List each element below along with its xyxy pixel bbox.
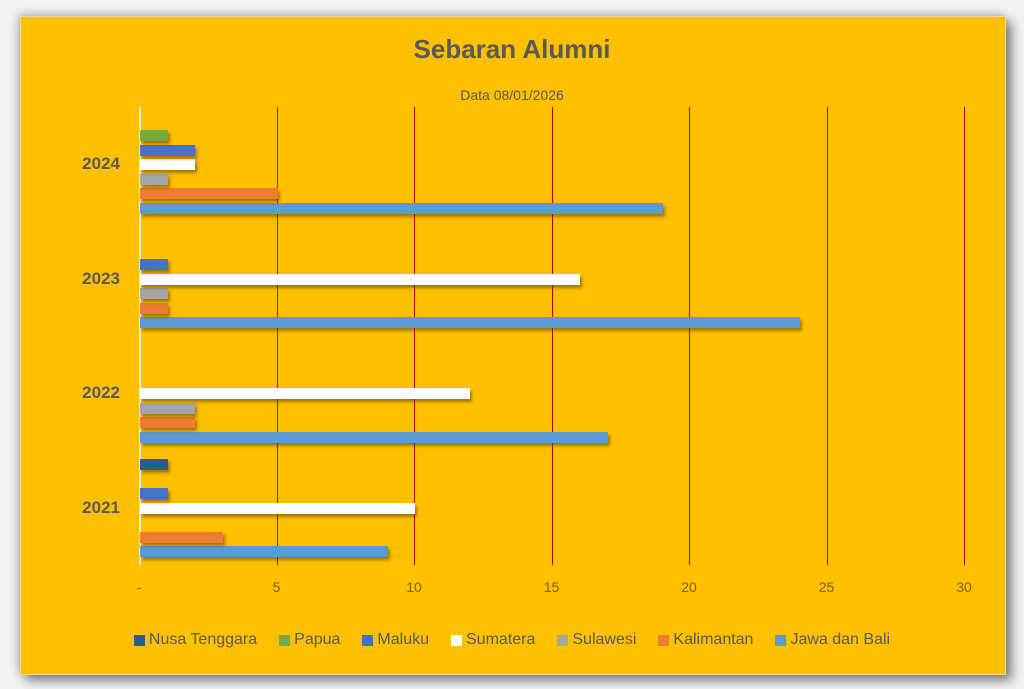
plot-area	[139, 107, 965, 565]
y-axis-line	[139, 107, 141, 565]
gridline	[414, 107, 415, 565]
bar-kalimantan-2022[interactable]	[140, 417, 195, 428]
y-category-label: 2024	[82, 154, 120, 174]
legend-item-nusa-tenggara[interactable]: Nusa Tenggara	[133, 631, 258, 649]
legend-label: Sumatera	[466, 631, 536, 648]
bar-maluku-2023[interactable]	[140, 259, 168, 270]
x-tick-label: 20	[681, 579, 697, 595]
bar-papua-2024[interactable]	[140, 130, 168, 141]
legend-item-sumatera[interactable]: Sumatera	[451, 631, 535, 649]
bar-jawa-dan-bali-2021[interactable]	[140, 546, 388, 557]
y-category-label: 2022	[82, 383, 120, 403]
bar-kalimantan-2021[interactable]	[140, 531, 223, 543]
legend-label: Kalimantan	[673, 631, 754, 648]
bar-kalimantan-2023[interactable]	[140, 302, 168, 314]
bar-maluku-2021[interactable]	[140, 488, 168, 499]
legend-item-kalimantan[interactable]: Kalimantan	[658, 631, 753, 649]
x-tick-label: 10	[406, 579, 422, 595]
bar-sulawesi-2024[interactable]	[140, 173, 168, 185]
gridline	[689, 107, 690, 565]
bar-kalimantan-2024[interactable]	[140, 188, 278, 199]
gridline	[826, 107, 828, 565]
legend-swatch-icon	[451, 634, 462, 646]
bar-maluku-2024[interactable]	[140, 144, 195, 156]
legend-swatch-icon	[775, 634, 787, 646]
legend-item-sulawesi[interactable]: Sulawesi	[557, 631, 636, 649]
y-category-label: 2021	[82, 497, 120, 517]
bar-nusa-tenggara-2021[interactable]	[140, 459, 168, 470]
gridline	[276, 107, 278, 565]
legend-swatch-icon	[362, 634, 374, 646]
x-tick-label: -	[136, 579, 142, 595]
bar-sumatera-2024[interactable]	[140, 159, 195, 170]
gridline	[551, 107, 553, 565]
legend-item-papua[interactable]: Papua	[279, 631, 340, 649]
bar-sulawesi-2022[interactable]	[140, 402, 195, 414]
x-tick-label: 30	[956, 579, 972, 595]
bar-sumatera-2023[interactable]	[140, 273, 580, 285]
chart-title: Sebaran Alumni	[413, 34, 611, 64]
legend-label: Jawa dan Bali	[790, 631, 891, 648]
legend-label: Maluku	[377, 631, 429, 648]
bar-sumatera-2022[interactable]	[140, 388, 470, 399]
x-tick-label: 5	[272, 579, 281, 595]
legend-label: Sulawesi	[572, 631, 637, 648]
bar-sulawesi-2023[interactable]	[140, 288, 168, 299]
legend: Nusa Tenggara Papua Maluku Sumatera Sulawesi…	[0, 631, 1024, 649]
legend-label: Papua	[294, 631, 341, 648]
legend-swatch-icon	[557, 634, 569, 646]
legend-label: Nusa Tenggara	[148, 631, 258, 648]
bar-jawa-dan-bali-2022[interactable]	[140, 431, 608, 443]
legend-swatch-icon	[658, 634, 670, 646]
legend-item-jawa-dan-bali[interactable]: Jawa dan Bali	[775, 631, 890, 649]
chart-frame	[20, 16, 1006, 675]
bar-sumatera-2021[interactable]	[140, 502, 415, 514]
legend-swatch-icon	[279, 634, 291, 646]
x-tick-label: 25	[818, 579, 835, 595]
chart-subtitle: Data 08/01/2026	[460, 87, 564, 103]
x-tick-label: 15	[543, 579, 560, 595]
gridline	[964, 107, 965, 565]
legend-swatch-icon	[133, 634, 145, 646]
y-category-label: 2023	[82, 268, 120, 288]
bar-jawa-dan-bali-2024[interactable]	[140, 202, 663, 214]
bar-jawa-dan-bali-2023[interactable]	[140, 317, 800, 328]
legend-item-maluku[interactable]: Maluku	[362, 631, 429, 649]
